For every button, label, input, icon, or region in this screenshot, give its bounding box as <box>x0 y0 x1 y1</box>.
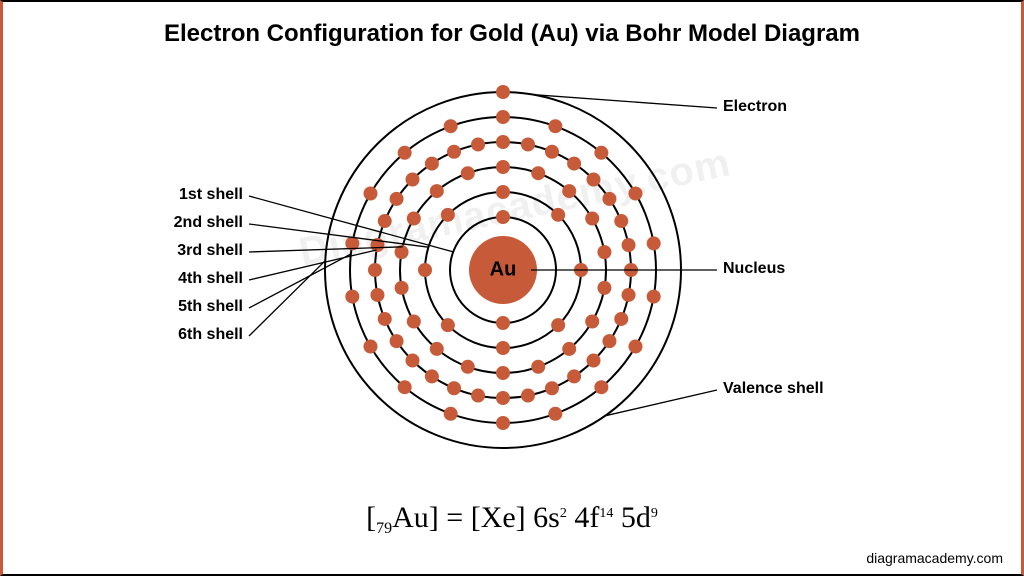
electron-config-formula: [79Au] = [Xe] 6s2 4f14 5d9 <box>3 501 1021 538</box>
nucleus-symbol: Au <box>490 259 517 282</box>
callout-label: Valence shell <box>723 380 824 398</box>
callout-label: Nucleus <box>723 260 785 278</box>
page-title: Electron Configuration for Gold (Au) via… <box>3 20 1021 48</box>
shell-label: 6th shell <box>178 326 243 344</box>
shell-label: 4th shell <box>178 270 243 288</box>
diagram-stage: Diagramacademy.com Au 1st shell2nd shell… <box>3 50 1024 490</box>
shell-label: 5th shell <box>178 298 243 316</box>
callout-label: Electron <box>723 98 787 116</box>
credit-text: diagramacademy.com <box>866 550 1003 566</box>
shell-label: 1st shell <box>179 186 243 204</box>
shell-label: 2nd shell <box>174 214 243 232</box>
shell-label: 3rd shell <box>177 242 243 260</box>
